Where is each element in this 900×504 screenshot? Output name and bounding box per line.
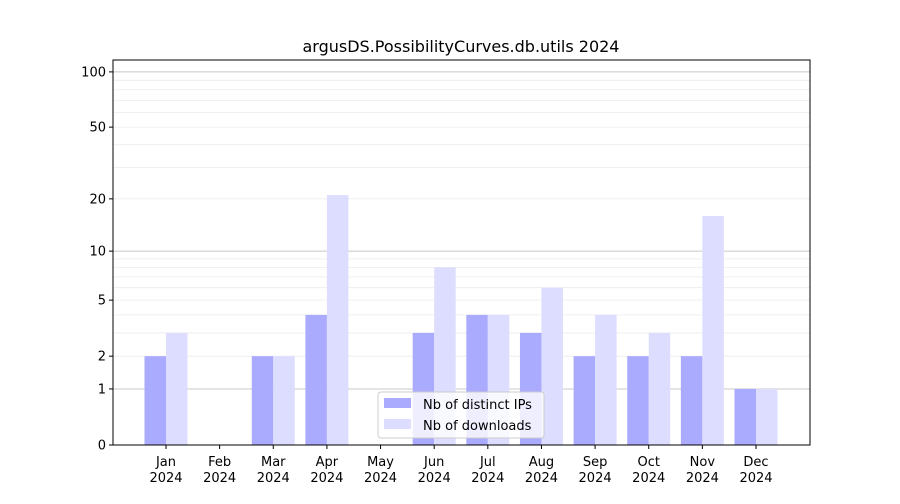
y-tick-label: 0: [98, 439, 106, 454]
x-tick-label: Oct 2024: [632, 455, 665, 486]
y-tick-label: 2: [98, 350, 106, 365]
y-tick-label: 5: [98, 294, 106, 309]
bar-distinct-ips: [144, 356, 166, 445]
bar-distinct-ips: [680, 356, 703, 445]
bar-distinct-ips: [251, 356, 274, 445]
bar-distinct-ips: [305, 314, 327, 445]
y-axis: 0 1 2 5 10 20 50 100: [81, 65, 113, 454]
x-tick-label: May 2024: [364, 455, 397, 486]
x-tick-label: Mar 2024: [257, 455, 290, 486]
y-tick-label: 100: [81, 65, 106, 80]
x-tick-label: Feb 2024: [203, 455, 236, 486]
x-tick-label: Jul 2024: [471, 455, 504, 486]
legend-swatch-downloads: [384, 419, 411, 429]
y-tick-label: 50: [89, 121, 106, 136]
bar-distinct-ips: [734, 388, 756, 445]
bar-distinct-ips: [627, 356, 649, 445]
legend-box: [377, 391, 545, 439]
x-axis: Jan 2024 Feb 2024 Mar 2024 Apr 2024 May 2024 Jun 20…: [149, 445, 773, 486]
x-tick-label: Aug 2024: [525, 455, 558, 486]
bar-downloads: [595, 314, 617, 445]
bar-downloads: [541, 287, 563, 445]
legend: Nb of distinct IPs Nb of downloads: [377, 391, 545, 439]
bar-distinct-ips: [573, 356, 596, 445]
y-tick-label: 20: [89, 192, 106, 207]
bar-downloads: [702, 215, 724, 445]
x-tick-label: Apr 2024: [310, 455, 343, 486]
bar-downloads: [273, 356, 295, 445]
legend-label-downloads: Nb of downloads: [423, 419, 532, 434]
bar-downloads: [756, 388, 778, 445]
bar-downloads: [648, 332, 671, 445]
x-tick-label: Jun 2024: [418, 455, 451, 486]
grid: [113, 71, 810, 390]
x-tick-label: Jan 2024: [149, 455, 182, 486]
x-tick-label: Dec 2024: [739, 455, 772, 486]
x-tick-label: Nov 2024: [686, 455, 719, 486]
bar-downloads: [166, 332, 188, 445]
legend-label-ips: Nb of distinct IPs: [423, 398, 532, 413]
axes-frame: [112, 59, 811, 446]
y-tick-label: 1: [98, 382, 106, 397]
chart-title: argusDS.PossibilityCurves.db.utils 2024: [303, 37, 620, 56]
x-tick-label: Sep 2024: [579, 455, 612, 486]
legend-swatch-ips: [384, 398, 411, 408]
y-tick-label: 10: [89, 245, 106, 260]
bar-downloads: [326, 195, 349, 445]
